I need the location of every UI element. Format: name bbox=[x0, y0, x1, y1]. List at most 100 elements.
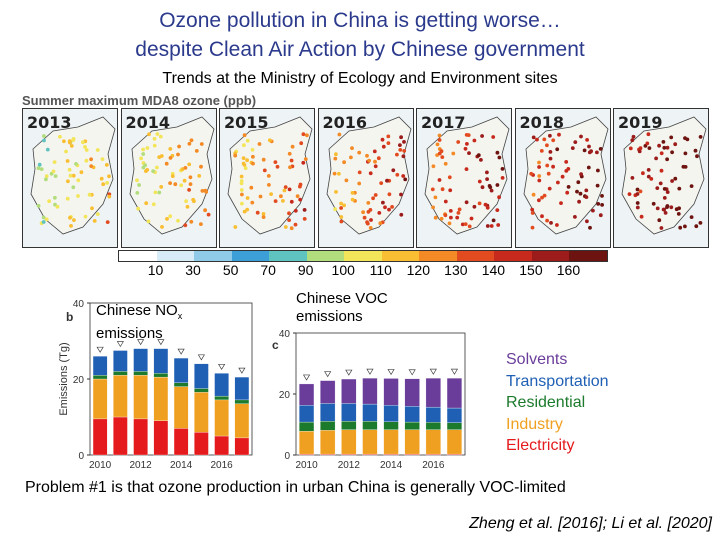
colorbar-segment bbox=[531, 251, 570, 261]
bar-segment bbox=[320, 380, 336, 404]
site-marker bbox=[382, 205, 387, 210]
site-marker bbox=[683, 224, 687, 229]
site-marker bbox=[465, 142, 469, 146]
site-marker bbox=[176, 144, 181, 149]
site-marker bbox=[646, 168, 651, 172]
site-marker bbox=[401, 149, 406, 153]
site-marker bbox=[460, 222, 465, 227]
site-marker bbox=[496, 223, 501, 227]
site-marker bbox=[269, 192, 273, 196]
site-marker bbox=[670, 179, 674, 183]
site-marker bbox=[266, 174, 271, 178]
site-marker bbox=[261, 212, 266, 216]
site-marker bbox=[531, 192, 535, 197]
site-marker bbox=[654, 156, 658, 161]
site-marker bbox=[681, 164, 686, 169]
site-marker bbox=[373, 164, 378, 169]
y-tick-label: 20 bbox=[73, 375, 85, 386]
site-marker bbox=[267, 138, 272, 143]
site-marker bbox=[42, 138, 46, 143]
site-marker bbox=[536, 165, 541, 169]
map-graphic bbox=[523, 116, 608, 235]
site-marker bbox=[44, 174, 49, 179]
site-marker bbox=[242, 143, 246, 148]
site-marker bbox=[440, 155, 445, 159]
bar-segment bbox=[341, 403, 357, 422]
bar-segment bbox=[133, 371, 148, 376]
site-marker bbox=[53, 174, 58, 178]
site-marker bbox=[398, 212, 403, 217]
site-marker bbox=[101, 182, 106, 187]
site-marker bbox=[332, 207, 337, 212]
site-marker bbox=[261, 157, 266, 162]
site-marker bbox=[84, 148, 89, 152]
site-marker bbox=[437, 178, 442, 182]
site-marker bbox=[72, 218, 76, 222]
site-marker bbox=[649, 177, 654, 181]
site-marker bbox=[572, 215, 577, 219]
site-marker bbox=[337, 132, 341, 137]
site-marker bbox=[698, 221, 703, 225]
colorbar-segment bbox=[194, 251, 232, 261]
colorbar-tick-label: 110 bbox=[369, 262, 392, 278]
site-marker bbox=[401, 154, 405, 159]
y-tick-label: 0 bbox=[284, 451, 290, 462]
site-marker bbox=[397, 143, 402, 147]
country-outline bbox=[621, 116, 707, 235]
bar-segment bbox=[214, 399, 229, 437]
site-marker bbox=[472, 138, 477, 143]
site-marker bbox=[472, 204, 477, 209]
site-marker bbox=[245, 138, 250, 143]
site-marker bbox=[443, 199, 448, 204]
site-marker bbox=[546, 171, 551, 176]
site-marker bbox=[240, 192, 244, 197]
site-marker bbox=[338, 201, 343, 206]
site-marker bbox=[586, 165, 591, 170]
site-marker bbox=[83, 145, 87, 149]
site-marker bbox=[283, 185, 288, 189]
site-marker bbox=[485, 205, 490, 210]
site-marker bbox=[657, 143, 661, 148]
site-marker bbox=[366, 158, 371, 163]
legend-item-transportation: Transportation bbox=[506, 372, 609, 390]
ozone-map-2016: 2016 bbox=[317, 108, 414, 248]
site-marker bbox=[659, 226, 664, 230]
site-marker bbox=[398, 135, 403, 140]
map-graphic bbox=[227, 116, 313, 235]
site-marker bbox=[47, 199, 51, 204]
site-marker bbox=[281, 199, 285, 203]
site-marker bbox=[58, 134, 62, 139]
colorbar-tick-label: 50 bbox=[222, 262, 239, 278]
site-marker bbox=[289, 199, 294, 204]
site-marker bbox=[273, 199, 278, 203]
site-marker bbox=[349, 146, 354, 150]
site-marker bbox=[584, 219, 589, 224]
bar-segment bbox=[173, 386, 189, 429]
total-marker bbox=[366, 368, 374, 375]
site-marker bbox=[639, 214, 644, 219]
bar-segment bbox=[173, 357, 189, 383]
site-marker bbox=[536, 178, 541, 183]
site-marker bbox=[378, 181, 383, 185]
site-marker bbox=[637, 149, 642, 154]
site-marker bbox=[386, 141, 390, 145]
colorbar-segment bbox=[419, 251, 457, 261]
site-marker bbox=[661, 207, 666, 212]
site-marker bbox=[368, 218, 373, 222]
site-marker bbox=[566, 185, 570, 189]
site-marker bbox=[373, 193, 378, 197]
site-marker bbox=[71, 185, 76, 190]
site-marker bbox=[638, 146, 643, 151]
site-marker bbox=[152, 136, 156, 141]
site-marker bbox=[79, 170, 84, 175]
colorbar bbox=[118, 250, 608, 262]
site-marker bbox=[44, 177, 48, 182]
site-marker bbox=[448, 209, 453, 213]
site-marker bbox=[69, 224, 73, 228]
site-marker bbox=[590, 208, 595, 213]
site-marker bbox=[182, 178, 186, 183]
site-marker bbox=[676, 212, 681, 216]
map-year-label: 2017 bbox=[421, 113, 466, 132]
bar-segment bbox=[425, 406, 441, 423]
site-marker bbox=[630, 138, 635, 143]
